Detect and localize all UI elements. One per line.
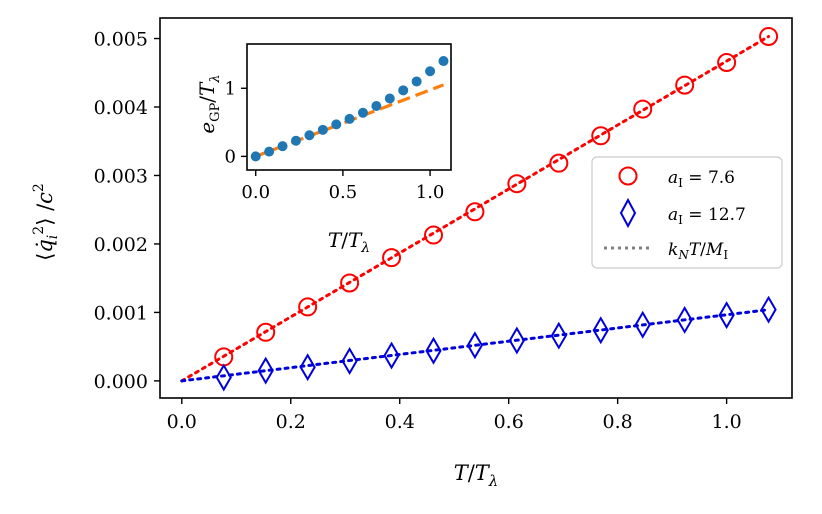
- main-fit-lines: [180, 34, 771, 383]
- legend-label-ai-12-7: aI = 12.7: [668, 205, 746, 227]
- data-point-diamond: [634, 310, 651, 339]
- legend-marker-circle: [618, 166, 638, 186]
- inset-data-point: [371, 100, 382, 111]
- inset-data-point: [290, 135, 301, 146]
- fit-line: [180, 308, 771, 383]
- main-data-points: [214, 26, 779, 392]
- x-tick-label: 0.6: [494, 411, 524, 433]
- main-y-ticks: 0.000 0.001 0.002 0.003 0.004 0.005: [94, 29, 160, 393]
- data-point-diamond: [508, 326, 526, 355]
- x-tick-label: 0.2: [276, 411, 306, 433]
- y-tick-label: 0.005: [94, 29, 148, 51]
- data-point-circle: [717, 53, 737, 73]
- inset-data-point: [438, 56, 449, 67]
- data-point-diamond: [425, 336, 442, 365]
- inset-data-point: [357, 107, 368, 118]
- x-tick-label: 0.0: [167, 411, 197, 433]
- inset-plot-frame: [246, 43, 452, 171]
- inset-y-axis-title: eGP/Tλ: [195, 74, 223, 133]
- inset-x-tick-label: 1.0: [416, 182, 445, 203]
- legend-box: [591, 156, 783, 269]
- y-tick-label: 0.004: [94, 97, 148, 119]
- inset-y-tick-label: 1: [225, 78, 236, 99]
- main-x-ticks: 0.0 0.2 0.4 0.6 0.8 1.0: [167, 398, 742, 433]
- data-point-circle: [465, 202, 485, 222]
- y-tick-label: 0.002: [94, 234, 148, 256]
- legend: aI = 7.6 aI = 12.7 kNT/MI: [591, 156, 783, 269]
- inset-data-point: [264, 146, 275, 157]
- inset-data-point: [304, 130, 315, 141]
- x-tick-label: 0.8: [603, 411, 633, 433]
- data-point-circle: [549, 153, 569, 173]
- data-point-circle: [256, 322, 276, 342]
- inset-data-point: [277, 141, 288, 152]
- data-point-diamond: [215, 363, 232, 392]
- inset-data-points: [250, 56, 449, 162]
- data-point-circle: [340, 273, 360, 293]
- inset-y-ticks: 01: [225, 78, 247, 167]
- legend-label-fit: kNT/MI: [668, 240, 728, 262]
- data-point-circle: [759, 26, 779, 46]
- inset-data-point: [425, 66, 436, 77]
- legend-label-ai-7-6: aI = 7.6: [668, 168, 735, 190]
- inset-x-axis-title: T/Tλ: [328, 228, 370, 256]
- inset-plot: 0.0 0.5 1.0 01: [225, 43, 452, 203]
- x-tick-label: 1.0: [712, 411, 742, 433]
- x-tick-label: 0.4: [385, 411, 415, 433]
- main-plot-frame: [159, 17, 793, 399]
- inset-background: [247, 44, 451, 170]
- inset-data-point: [317, 124, 328, 135]
- x-axis-title: T/Tλ: [454, 461, 499, 490]
- data-point-diamond: [676, 305, 693, 334]
- data-point-circle: [507, 174, 527, 194]
- inset-data-point: [331, 119, 342, 130]
- y-axis-title: ⟨q̇i2⟩ /c2: [31, 183, 61, 261]
- y-tick-label: 0.000: [94, 371, 148, 393]
- fit-line: [180, 34, 771, 383]
- data-point-diamond: [760, 295, 777, 324]
- data-point-circle: [591, 126, 611, 146]
- inset-data-point: [344, 113, 355, 124]
- y-tick-label: 0.001: [94, 302, 148, 324]
- data-point-circle: [424, 225, 444, 245]
- data-point-circle: [382, 248, 402, 268]
- data-point-diamond: [718, 301, 735, 330]
- y-tick-label: 0.003: [94, 165, 148, 187]
- data-point-circle: [675, 75, 695, 95]
- main-plot: 0.0 0.2 0.4 0.6 0.8 1.0 0.0000.0010.0020.0030…: [94, 17, 793, 433]
- data-point-circle: [298, 297, 318, 317]
- inset-x-ticks: 0.0 0.5 1.0: [241, 170, 444, 203]
- data-point-diamond: [550, 321, 567, 350]
- inset-data-point: [250, 151, 261, 162]
- data-point-diamond: [257, 356, 274, 385]
- inset-data-point: [398, 85, 409, 96]
- inset-data-point: [411, 76, 422, 87]
- inset-x-tick-label: 0.5: [329, 182, 358, 203]
- inset-x-tick-label: 0.0: [241, 182, 270, 203]
- inset-y-tick-label: 0: [225, 146, 236, 167]
- data-point-diamond: [592, 316, 609, 345]
- data-point-diamond: [383, 341, 400, 370]
- data-point-diamond: [341, 347, 358, 376]
- legend-marker-diamond: [619, 197, 637, 229]
- inset-data-point: [384, 93, 395, 104]
- data-point-diamond: [466, 331, 484, 360]
- data-point-diamond: [299, 353, 316, 382]
- data-point-circle: [633, 99, 653, 119]
